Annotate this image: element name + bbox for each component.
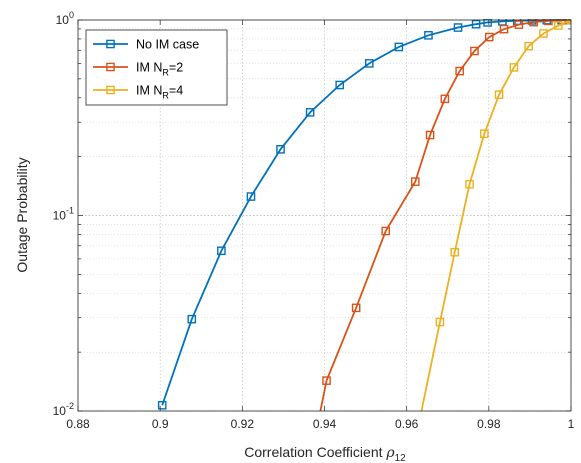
legend-marker (106, 85, 115, 95)
x-tick-label: 0.96 (395, 417, 419, 431)
series-line-extension (319, 380, 328, 412)
x-tick-label: 0.92 (231, 417, 255, 431)
x-tick-label: 0.9 (152, 417, 169, 431)
x-tick-label: 0.98 (477, 417, 501, 431)
series-line-extension (420, 321, 441, 412)
data-point (544, 19, 553, 26)
legend-marker (106, 39, 115, 49)
data-point (539, 29, 548, 38)
grid-lines (77, 19, 572, 412)
data-point (322, 376, 331, 385)
x-tick-label: 1 (568, 417, 575, 431)
y-axis-label: Outage Probability (14, 157, 30, 272)
data-point (509, 63, 519, 72)
data-point (465, 179, 474, 189)
axes (77, 19, 572, 412)
data-point (453, 23, 463, 32)
data-point (157, 400, 167, 410)
data-point (553, 21, 563, 30)
data-point (455, 66, 464, 76)
clipped-series (157, 19, 571, 412)
data-point (381, 226, 391, 236)
data-point (351, 303, 361, 313)
data-point (410, 177, 420, 186)
x-axis-label: Correlation Coefficient ρ12 (244, 444, 406, 463)
series-line (439, 19, 571, 323)
data-point (494, 90, 504, 99)
legend-item: No IM case (93, 38, 199, 52)
data-point (424, 31, 433, 40)
series-line (325, 19, 571, 381)
data-point (246, 192, 256, 201)
data-point (470, 46, 479, 56)
y-tick-label: 10-1 (53, 206, 74, 223)
data-point (524, 41, 533, 51)
legend-label: IM NR=4 (136, 84, 183, 101)
data-point (484, 32, 494, 42)
data-point (514, 20, 524, 29)
legend-label: No IM case (136, 38, 199, 52)
data-point (471, 19, 481, 29)
series-3 (435, 19, 571, 327)
x-tick-label: 0.88 (66, 417, 90, 431)
data-point (450, 247, 460, 257)
data-point (305, 108, 315, 117)
series-line (161, 19, 571, 406)
legend-marker (106, 62, 115, 72)
y-tick-label: 10-2 (53, 401, 74, 418)
y-tick-labels: 10-2 10-1 100 (53, 10, 74, 418)
data-point (527, 19, 537, 25)
data-point (440, 94, 450, 104)
y-tick-label: 100 (56, 10, 74, 27)
data-point (480, 129, 489, 139)
legend-label: IM NR=2 (136, 61, 183, 78)
x-tick-label: 0.94 (313, 417, 337, 431)
data-point (276, 145, 285, 154)
data-point (425, 130, 435, 140)
data-point (364, 59, 374, 68)
data-point (335, 80, 345, 90)
series-layer (157, 19, 571, 412)
data-point (217, 246, 226, 256)
data-point (483, 19, 492, 27)
data-point (187, 314, 197, 324)
data-point (394, 42, 404, 52)
legend: No IM case IM NR=2 IM NR=4 (85, 29, 228, 106)
x-tick-labels: 0.88 0.9 0.92 0.94 0.96 0.98 1 (66, 417, 574, 431)
data-point (435, 317, 445, 327)
data-point (499, 24, 509, 34)
legend-item: IM NR=2 (93, 61, 183, 78)
data-point (529, 19, 538, 27)
legend-item: IM NR=4 (93, 84, 183, 101)
